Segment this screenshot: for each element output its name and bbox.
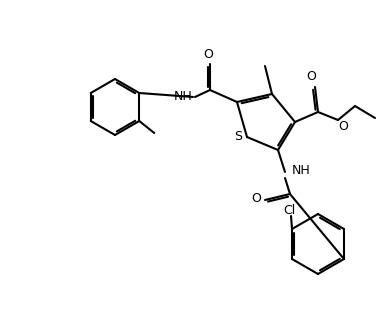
Text: O: O	[338, 119, 348, 133]
Text: NH: NH	[292, 163, 311, 177]
Text: Cl: Cl	[283, 204, 295, 217]
Text: O: O	[251, 192, 261, 204]
Text: NH: NH	[174, 90, 192, 104]
Text: S: S	[234, 129, 242, 143]
Text: O: O	[306, 71, 316, 84]
Text: O: O	[203, 47, 213, 61]
